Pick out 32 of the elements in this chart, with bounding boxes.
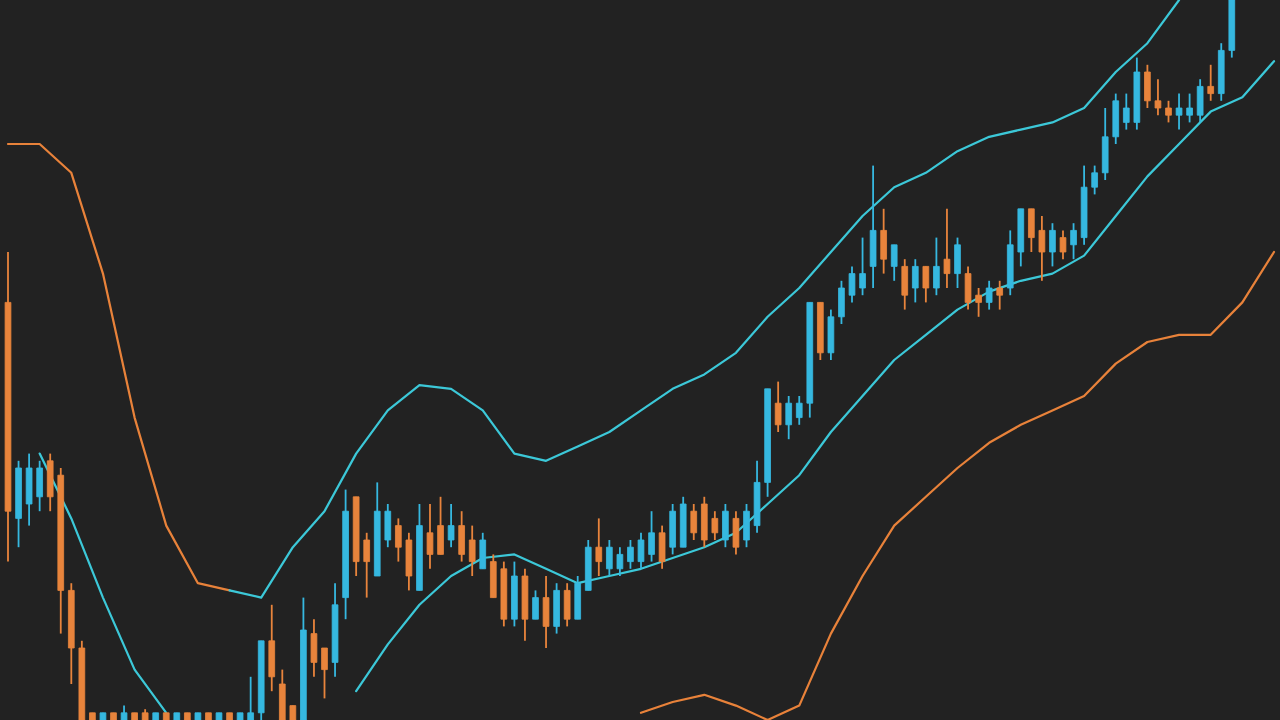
candlestick bbox=[838, 279, 845, 325]
candlestick bbox=[1165, 99, 1172, 124]
candlestick bbox=[120, 704, 128, 720]
candlestick bbox=[310, 618, 318, 678]
candlestick bbox=[532, 589, 539, 621]
candlestick bbox=[732, 510, 740, 556]
candlestick bbox=[637, 531, 645, 570]
candlestick bbox=[1070, 222, 1077, 261]
candlestick bbox=[859, 236, 866, 297]
candlestick bbox=[4, 251, 12, 563]
candlestick bbox=[627, 539, 634, 570]
candlestick bbox=[943, 207, 951, 289]
candlestick bbox=[743, 503, 750, 549]
candlestick bbox=[1154, 78, 1162, 117]
candlestick bbox=[542, 575, 550, 649]
candlestick bbox=[15, 459, 22, 549]
candlestick bbox=[416, 503, 423, 592]
candlestick bbox=[521, 567, 529, 642]
candlestick bbox=[215, 711, 223, 720]
candlestick bbox=[437, 495, 444, 556]
candlestick bbox=[1049, 222, 1056, 268]
candlestick bbox=[848, 265, 856, 304]
candlestick bbox=[648, 510, 655, 563]
candlestick bbox=[321, 647, 328, 700]
candlestick bbox=[426, 503, 434, 570]
candlestick bbox=[954, 236, 961, 289]
candlestick bbox=[1175, 92, 1183, 131]
candlestick bbox=[753, 459, 761, 534]
candlestick bbox=[331, 582, 339, 678]
candlestick bbox=[99, 711, 107, 720]
candlestick bbox=[964, 265, 972, 311]
candlestick bbox=[1059, 229, 1067, 261]
